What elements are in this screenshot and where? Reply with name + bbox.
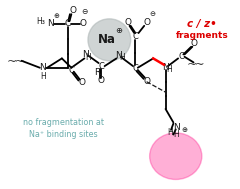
Text: C: C [132, 32, 138, 41]
Text: O: O [79, 19, 86, 28]
Text: N: N [82, 50, 89, 59]
Text: O: O [78, 78, 85, 87]
Text: ⊖: ⊖ [81, 7, 88, 16]
Text: H: H [166, 65, 172, 74]
Text: ⊕: ⊕ [54, 13, 60, 19]
Text: ⊕: ⊕ [115, 26, 122, 35]
Text: H₃: H₃ [36, 17, 45, 26]
Text: ⁓⁓: ⁓⁓ [8, 57, 24, 66]
Circle shape [88, 19, 131, 61]
Text: ⊕: ⊕ [181, 127, 188, 133]
Text: fragments: fragments [175, 31, 228, 40]
Text: N: N [162, 63, 169, 71]
Text: O: O [143, 18, 150, 27]
Text: N: N [40, 63, 46, 72]
Text: c / z•: c / z• [187, 19, 217, 29]
Text: O: O [70, 6, 77, 15]
Ellipse shape [150, 133, 202, 180]
Text: C: C [65, 19, 71, 28]
Text: no fragmentation at
Na⁺ binding sites: no fragmentation at Na⁺ binding sites [23, 118, 104, 139]
Text: N: N [173, 123, 180, 132]
Text: N: N [115, 51, 122, 60]
Text: N: N [47, 19, 53, 28]
Text: H: H [167, 128, 173, 137]
Text: ⊖: ⊖ [149, 11, 155, 17]
Text: O: O [143, 77, 150, 86]
Text: ⁓⁓: ⁓⁓ [188, 60, 205, 69]
Text: C: C [99, 62, 104, 71]
Text: H: H [119, 53, 125, 62]
Text: C: C [179, 52, 185, 61]
Text: H: H [40, 72, 46, 81]
Text: H: H [174, 130, 179, 139]
Text: C: C [68, 66, 74, 74]
Text: O: O [191, 39, 198, 48]
Text: O: O [98, 77, 105, 85]
Text: O: O [124, 18, 131, 27]
Text: Na: Na [97, 33, 115, 46]
Text: C: C [132, 64, 138, 73]
Text: H: H [85, 53, 91, 62]
Text: R: R [94, 68, 101, 77]
